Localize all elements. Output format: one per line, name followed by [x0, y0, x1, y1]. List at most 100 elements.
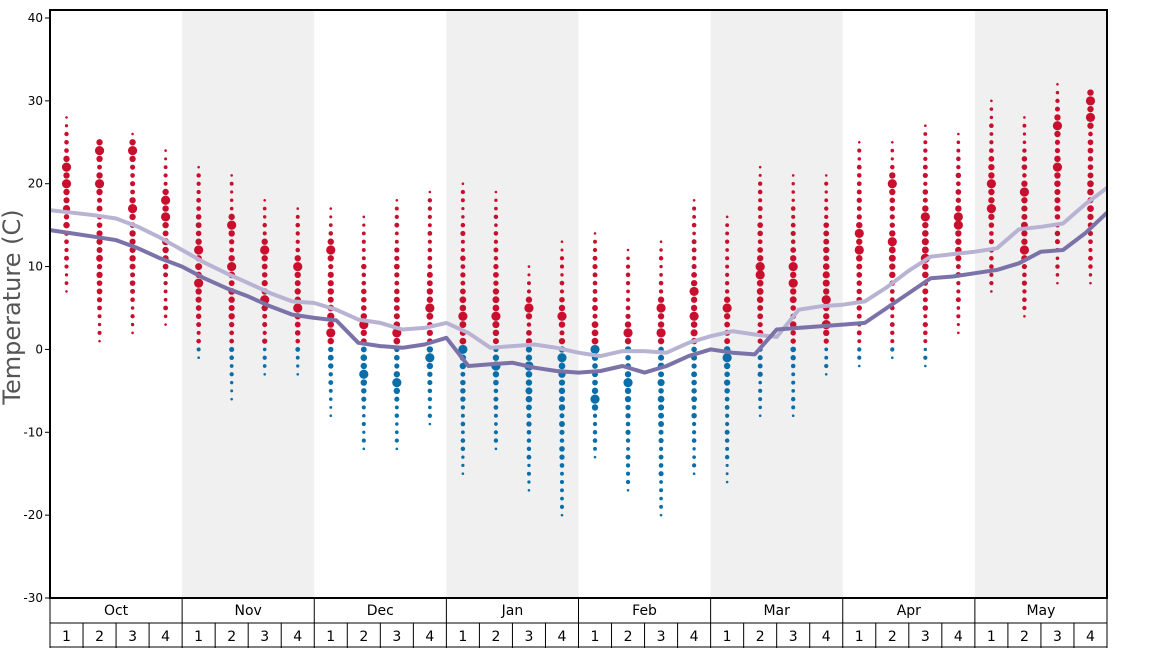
temp-dot — [889, 222, 895, 228]
temp-dot — [725, 264, 730, 269]
temp-dot — [460, 396, 466, 402]
temp-dot — [659, 496, 663, 501]
temp-dot — [757, 355, 763, 361]
temp-dot — [559, 296, 565, 303]
temp-dot — [724, 405, 730, 410]
temp-dot — [1087, 172, 1094, 179]
temp-dot — [691, 222, 697, 228]
temp-dot — [559, 264, 565, 269]
temp-dot — [194, 278, 204, 288]
temp-dot — [492, 321, 500, 329]
temp-dot — [889, 188, 896, 196]
temp-dot — [394, 405, 399, 410]
temp-dot — [560, 248, 564, 252]
temp-dot — [294, 288, 301, 295]
temp-dot — [1022, 289, 1027, 294]
temp-dot — [823, 255, 830, 262]
temp-dot — [560, 488, 564, 493]
temp-dot — [658, 388, 664, 394]
temp-dot — [228, 280, 235, 287]
temp-dot — [824, 206, 829, 211]
temp-dot — [922, 271, 929, 279]
temp-dot — [691, 463, 697, 468]
temp-dot — [626, 446, 630, 451]
temp-dot — [164, 157, 168, 161]
temp-dot — [559, 413, 565, 419]
temp-dot — [195, 288, 202, 295]
temp-dot — [494, 223, 498, 227]
temp-dot — [593, 232, 597, 235]
temp-dot — [658, 354, 665, 361]
temp-dot — [96, 205, 103, 212]
temp-dot — [329, 405, 333, 409]
temp-dot — [229, 247, 235, 253]
temp-dot — [624, 321, 632, 328]
temp-dot — [1052, 162, 1063, 172]
temp-dot — [460, 222, 466, 228]
temp-dot — [791, 389, 796, 393]
temp-dot — [725, 413, 730, 418]
temp-dot — [163, 314, 168, 319]
temp-dot — [361, 438, 366, 443]
temp-dot — [262, 364, 267, 368]
week-label: 3 — [524, 629, 533, 645]
temp-dot — [956, 281, 961, 286]
temp-dot — [196, 347, 201, 352]
temp-dot — [758, 173, 762, 177]
temp-dot — [955, 189, 962, 195]
temp-dot — [923, 355, 928, 360]
temp-dot — [625, 479, 631, 485]
temp-dot — [230, 389, 234, 393]
temp-dot — [921, 246, 929, 254]
temp-dot — [625, 454, 631, 460]
temp-dot — [823, 313, 830, 320]
temp-dot — [196, 322, 202, 328]
temp-dot — [989, 281, 994, 286]
temp-dot — [690, 279, 698, 287]
temp-dot — [392, 377, 402, 388]
temp-dot — [558, 337, 566, 345]
temp-dot — [327, 296, 334, 303]
temp-dot — [1087, 139, 1094, 146]
temp-dot — [361, 263, 367, 270]
temp-dot — [1021, 205, 1028, 212]
temp-dot — [659, 504, 664, 509]
temp-dot — [426, 280, 433, 287]
temp-dot — [96, 155, 103, 163]
temp-dot — [691, 438, 697, 443]
temp-dot — [1021, 230, 1028, 237]
temp-dot — [989, 231, 994, 236]
temp-dot — [426, 271, 433, 278]
temp-dot — [990, 290, 993, 293]
temp-dot — [526, 289, 532, 294]
temp-dot — [61, 179, 72, 189]
temp-dot — [64, 264, 69, 269]
temp-dot — [493, 405, 499, 410]
y-axis: 40 30 20 10 0 -10 -20 -30 — [23, 11, 50, 605]
temp-dot — [527, 463, 531, 468]
temp-dot — [361, 280, 367, 286]
temp-dot — [725, 248, 729, 252]
temp-dot — [1019, 187, 1030, 197]
temp-dot — [822, 279, 830, 287]
temp-dot — [295, 214, 300, 219]
temp-dot — [1054, 172, 1061, 179]
temp-dot — [557, 353, 567, 363]
temp-dot — [493, 214, 499, 220]
temp-dot — [459, 304, 467, 312]
week-label: 1 — [591, 629, 600, 645]
temp-dot — [162, 263, 169, 270]
temp-dot — [525, 379, 533, 386]
temp-dot — [425, 303, 435, 313]
temp-dot — [889, 289, 895, 294]
temp-dot — [1055, 273, 1060, 277]
temp-dot — [493, 263, 499, 270]
temp-dot — [161, 212, 171, 222]
temp-dot — [790, 363, 796, 369]
temp-dot — [426, 296, 434, 303]
temp-dot — [723, 362, 731, 370]
temp-dot — [592, 255, 598, 261]
temp-dot — [856, 305, 862, 311]
temp-dot — [757, 181, 763, 186]
temp-dot — [460, 189, 466, 195]
